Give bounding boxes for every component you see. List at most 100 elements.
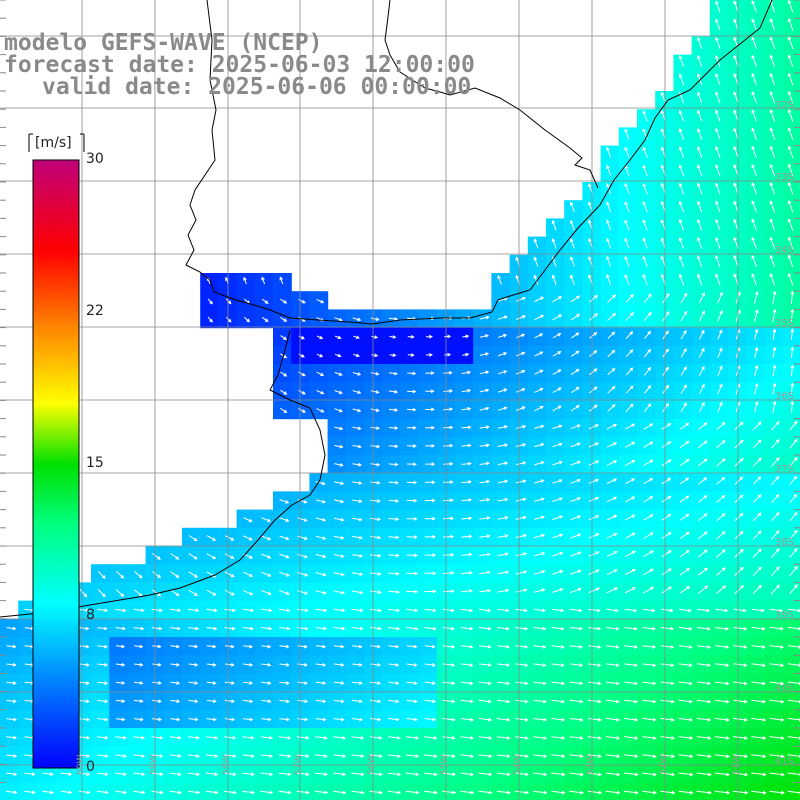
wind-arrow [443, 370, 453, 375]
wind-arrow [642, 736, 657, 740]
wind-arrow [570, 295, 581, 303]
wind-arrow [115, 571, 125, 579]
wind-arrow [333, 626, 346, 631]
wind-arrow [751, 736, 767, 740]
wind-arrow [570, 405, 580, 412]
wind-arrow [570, 587, 582, 594]
wind-arrow [460, 608, 474, 613]
wind-arrow [442, 644, 456, 649]
wind-arrow [623, 754, 639, 759]
wind-arrow [224, 772, 237, 777]
wind-arrow [754, 346, 759, 358]
wind-arrow [661, 532, 672, 540]
wind-arrow [552, 387, 562, 394]
wind-arrow [660, 699, 675, 704]
wind-arrow [515, 608, 528, 613]
wind-arrow [78, 754, 91, 758]
wind-arrow [442, 772, 456, 777]
wind-arrow [297, 535, 308, 541]
wind-arrow [279, 553, 290, 559]
wind-arrow [678, 218, 685, 231]
wind-arrow [479, 334, 490, 338]
wind-arrow [570, 424, 581, 430]
wind-arrow [79, 644, 90, 649]
wind-arrow [770, 548, 780, 558]
wind-arrow [769, 790, 786, 795]
wind-arrow [261, 644, 272, 649]
wind-arrow [169, 754, 182, 758]
wind-arrow [662, 311, 670, 322]
wind-arrow [587, 626, 602, 631]
wind-arrow [260, 608, 273, 613]
wind-arrow [151, 790, 164, 795]
wind-arrow [534, 479, 545, 484]
wind-arrow [533, 644, 547, 649]
wind-arrow [334, 408, 343, 413]
wind-arrow [297, 499, 308, 504]
wind-arrow [696, 626, 711, 631]
wind-arrow [715, 218, 721, 231]
wind-arrow [678, 255, 685, 268]
wind-arrow [643, 532, 654, 539]
wind-arrow [278, 790, 292, 795]
wind-arrow [478, 681, 492, 686]
wind-arrow [406, 425, 417, 430]
wind-arrow [569, 736, 584, 740]
wind-arrow [696, 109, 703, 122]
wind-arrow [678, 717, 694, 722]
wind-arrow [769, 163, 776, 177]
wind-arrow [715, 585, 727, 595]
wind-arrow [696, 55, 703, 67]
colorbar-gradient [32, 159, 80, 769]
wind-arrow [678, 663, 693, 667]
wind-arrow [679, 477, 690, 485]
wind-arrow [643, 550, 654, 558]
wind-arrow [769, 200, 776, 213]
wind-arrow [424, 663, 436, 667]
wind-arrow [662, 366, 670, 376]
wind-arrow [570, 460, 582, 466]
wind-arrow [606, 644, 620, 649]
model-title: modelo GEFS-WAVE (NCEP) [4, 30, 323, 56]
wind-arrow [588, 442, 600, 448]
wind-arrow [206, 699, 217, 704]
wind-arrow [424, 754, 438, 758]
wind-arrow [388, 389, 399, 394]
wind-arrow [714, 717, 730, 722]
wind-arrow [351, 626, 364, 631]
wind-arrow [424, 571, 437, 576]
wind-arrow [660, 681, 675, 686]
wind-arrow [660, 608, 674, 613]
wind-arrow [278, 754, 292, 758]
wind-arrow [115, 735, 127, 740]
wind-arrow [333, 772, 347, 777]
wind-arrow [79, 681, 90, 685]
wind-arrow [787, 90, 794, 104]
wind-arrow [352, 408, 362, 413]
wind-arrow [678, 200, 685, 213]
wind-arrow [97, 589, 106, 598]
wind-arrow [188, 571, 198, 578]
wind-arrow [115, 589, 125, 597]
wind-arrow [733, 754, 749, 759]
wind-arrow [696, 699, 712, 704]
colorbar-tick-8: 8 [86, 607, 95, 623]
wind-arrow [752, 494, 762, 504]
wind-arrow [680, 310, 688, 322]
wind-arrow [751, 91, 757, 104]
wind-arrow [769, 236, 776, 250]
wind-arrow [298, 371, 306, 377]
wind-arrow [607, 312, 617, 321]
longitude-label: 51W [732, 754, 742, 775]
wind-arrow [479, 479, 491, 484]
wind-arrow [625, 403, 634, 412]
wind-arrow [115, 754, 127, 758]
wind-arrow [497, 425, 509, 429]
latitude-label: 40S [774, 683, 794, 694]
wind-arrow [515, 588, 528, 593]
wind-arrow [752, 439, 762, 449]
wind-arrow [478, 663, 492, 667]
wind-arrow [642, 182, 648, 195]
wind-arrow [662, 292, 670, 304]
wind-arrow [297, 626, 309, 631]
